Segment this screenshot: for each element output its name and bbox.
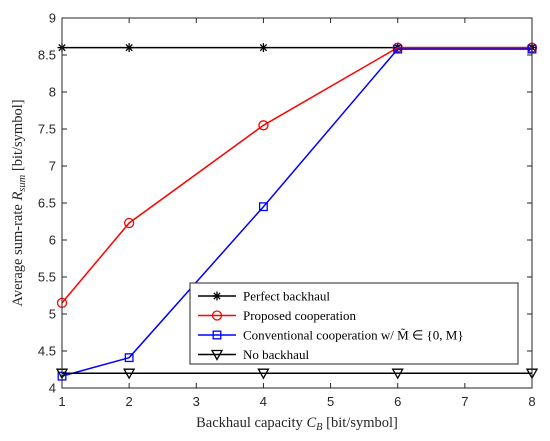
legend-label: Conventional cooperation w/ M̃ ∈ {0, M} [243, 328, 464, 343]
x-tick-label: 7 [461, 394, 468, 409]
legend: Perfect backhaul Proposed cooperation Conv… [189, 282, 519, 365]
legend-entry: No backhaul [198, 347, 309, 362]
data-point [124, 43, 134, 53]
y-tick-label: 4.5 [38, 344, 56, 359]
y-tick-label: 4 [49, 381, 56, 396]
y-tick-label: 7 [49, 159, 56, 174]
y-tick-label: 5.5 [38, 270, 56, 285]
square-marker-shape [258, 202, 268, 212]
y-tick-label: 9 [49, 11, 56, 26]
asterisk-stroke [213, 292, 221, 300]
y-tick-label: 7.5 [38, 122, 56, 137]
data-point [123, 368, 136, 380]
legend-marker [211, 310, 223, 321]
legend-label: No backhaul [243, 347, 309, 362]
triangle-marker-shape [257, 368, 270, 380]
data-point [258, 120, 269, 131]
y-tick-label: 6 [49, 233, 56, 248]
circle-marker-shape [258, 120, 269, 131]
asterisk-stroke [259, 43, 268, 52]
data-point [392, 42, 403, 53]
data-point [124, 353, 134, 363]
legend-entry: Conventional cooperation w/ M̃ ∈ {0, M} [198, 328, 464, 343]
legend-label: Perfect backhaul [243, 289, 330, 304]
legend-marker [212, 291, 222, 301]
y-axis-title: Average sum-rate Rsum [bit/symbol] [10, 99, 28, 306]
circle-marker-shape [211, 310, 223, 321]
legend-entry: Proposed cooperation [198, 308, 357, 323]
series-line [61, 48, 532, 377]
legend-marker [210, 349, 224, 361]
legend-entry: Perfect backhaul [198, 289, 330, 304]
data-point [258, 202, 268, 212]
y-tick-label: 6.5 [38, 196, 56, 211]
legend-marker [212, 330, 222, 340]
x-tick-label: 4 [260, 394, 267, 409]
series-line [61, 46, 532, 304]
y-tick-label: 8 [49, 85, 56, 100]
data-point [258, 43, 268, 53]
x-tick-label: 5 [327, 394, 334, 409]
x-tick-label: 8 [528, 394, 535, 409]
circle-marker-shape [392, 42, 403, 53]
triangle-marker-shape [210, 349, 224, 361]
x-tick-label: 2 [126, 394, 133, 409]
square-marker-shape [212, 330, 222, 340]
x-tick-label: 1 [58, 394, 65, 409]
x-tick-label: 3 [193, 394, 200, 409]
y-tick-label: 8.5 [38, 48, 56, 63]
data-point [393, 44, 403, 54]
triangle-marker-shape [123, 368, 136, 380]
asterisk-stroke [125, 43, 133, 52]
legend-label: Proposed cooperation [243, 308, 357, 323]
circle-marker-shape [123, 217, 135, 229]
data-point [123, 217, 135, 229]
x-tick-label: 6 [394, 394, 401, 409]
y-tick-label: 5 [49, 307, 56, 322]
data-point [391, 368, 404, 380]
x-axis-title: Backhaul capacity CB [bit/symbol] [196, 415, 398, 433]
data-point [257, 368, 270, 380]
triangle-marker-shape [391, 368, 404, 380]
plot-frame [61, 17, 533, 389]
square-marker-shape [393, 44, 403, 54]
square-marker-shape [124, 353, 134, 363]
legend-box [189, 282, 519, 365]
